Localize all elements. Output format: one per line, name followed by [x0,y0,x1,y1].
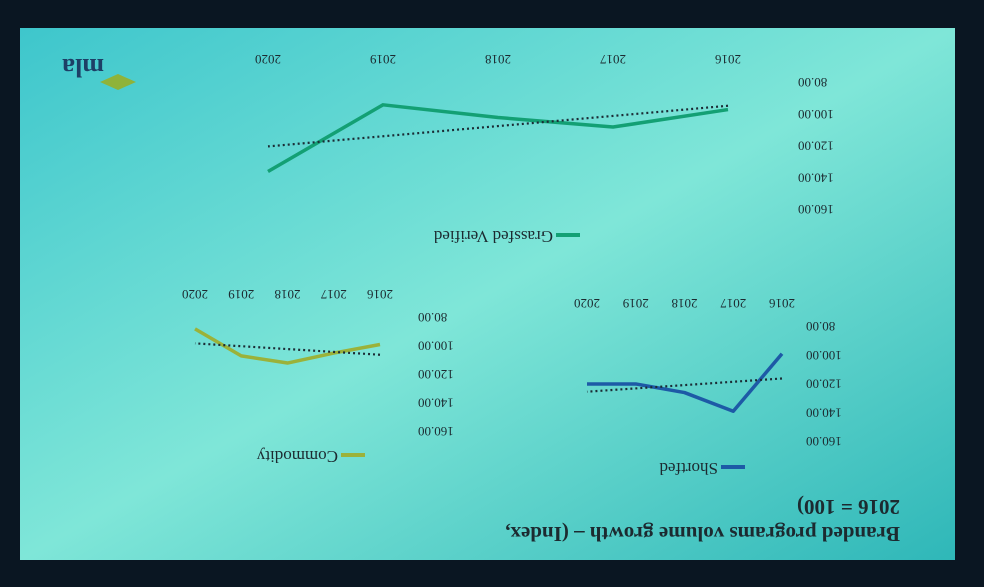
x-tick-label: 2018 [672,296,698,311]
x-tick-label: 2020 [574,296,600,311]
x-tick-label: 2020 [182,287,208,302]
x-tick-label: 2017 [600,52,627,67]
x-tick-label: 2019 [623,296,649,311]
series-line [267,103,729,174]
title-line: Branded programs volume growth – (Index, [505,522,900,546]
x-tick-label: 2018 [275,287,301,302]
trendline [267,104,729,148]
y-tick-label: 120.00 [798,139,834,154]
y-tick-label: 120.00 [806,377,842,392]
x-tick-label: 2017 [320,287,347,302]
x-tick-label: 2016 [769,296,796,311]
x-tick-label: 2019 [370,52,396,67]
legend-label: Commodity [256,447,338,466]
x-tick-label: 2016 [715,52,742,67]
x-tick-label: 2018 [485,52,511,67]
y-tick-label: 80.00 [418,310,447,325]
y-tick-label: 100.00 [798,107,834,122]
y-tick-label: 80.00 [798,75,827,90]
y-tick-label: 140.00 [798,170,834,185]
logo: mla [62,53,104,82]
x-tick-label: 2017 [720,296,747,311]
title-line: 2016 = 100) [797,495,900,519]
x-tick-label: 2020 [255,52,281,67]
slide: Branded programs volume growth – (Index,… [20,28,955,560]
trendline [194,342,381,356]
y-tick-label: 80.00 [806,319,835,334]
series-line [587,352,784,413]
y-tick-label: 140.00 [806,405,842,420]
legend-label: Shortfed [659,459,718,478]
y-tick-label: 160.00 [798,202,834,217]
series-line [194,327,381,365]
y-tick-label: 160.00 [806,434,842,449]
x-tick-label: 2016 [367,287,394,302]
legend-label: Grassfed Verified [433,227,553,246]
y-tick-label: 100.00 [806,348,842,363]
logo-mark [100,74,136,90]
y-tick-label: 120.00 [418,367,454,382]
y-tick-label: 140.00 [418,396,454,411]
y-tick-label: 100.00 [418,339,454,354]
y-tick-label: 160.00 [418,424,454,439]
x-tick-label: 2019 [228,287,254,302]
